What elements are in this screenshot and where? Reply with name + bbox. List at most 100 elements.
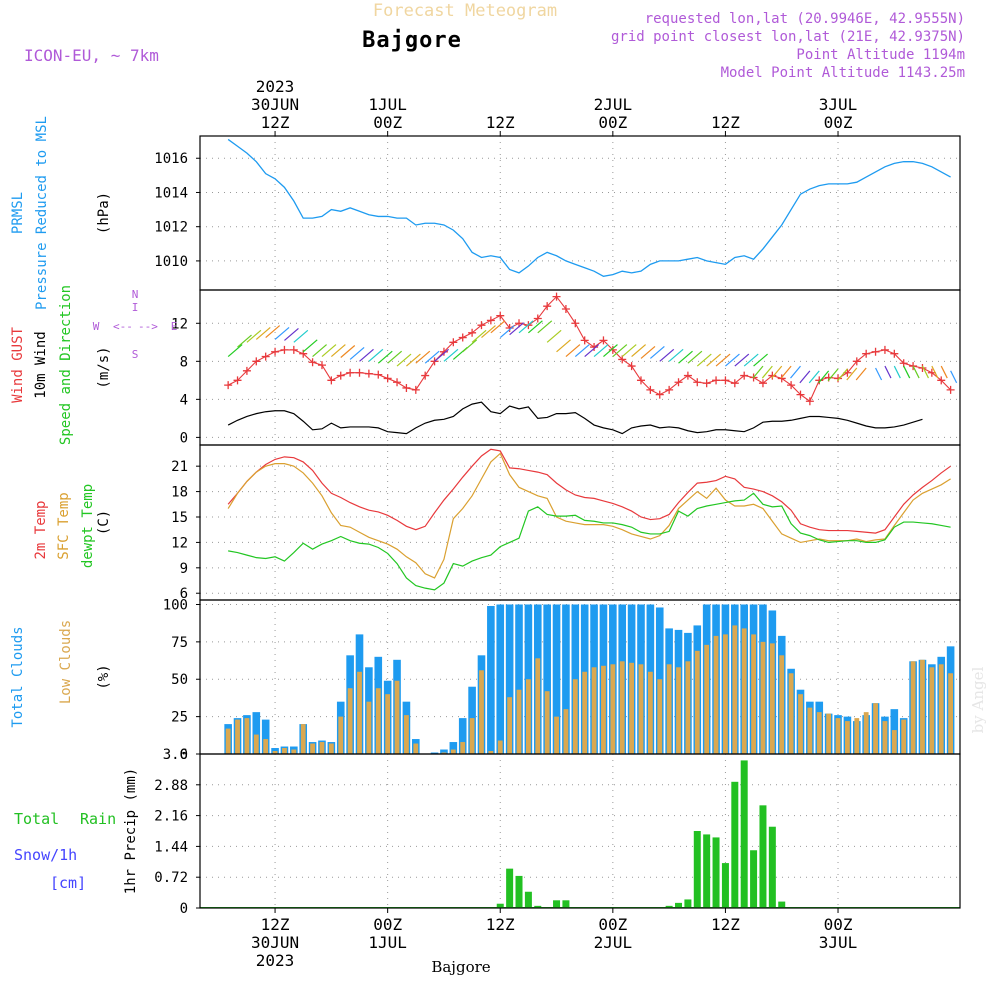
pressure-line: [227, 138, 951, 277]
gust-marker: [458, 333, 467, 342]
wind-arrow: [950, 370, 958, 384]
wind-arrow: [462, 339, 478, 353]
gust-marker: [646, 385, 655, 394]
gust-marker: [937, 376, 946, 385]
ytick-label: 0.72: [154, 870, 188, 886]
rain-bar: [675, 902, 683, 908]
cloud-low-bar: [225, 728, 231, 754]
gust-marker: [271, 347, 280, 356]
cloud-low-bar: [704, 644, 710, 754]
bottom-time-label: 3JUL: [819, 933, 858, 952]
gust-marker: [543, 302, 552, 311]
top-time-label: 00Z: [598, 113, 627, 132]
cloud-low-bar: [835, 718, 841, 754]
cloud-low-bar: [891, 730, 897, 754]
gust-marker: [449, 338, 458, 347]
wind-arrow: [780, 365, 792, 379]
gust-marker: [317, 361, 326, 370]
cloud-low-bar: [863, 712, 869, 754]
wind-arrow: [678, 350, 693, 364]
ytick-label: 0: [180, 430, 188, 446]
rain-bar: [684, 899, 692, 908]
gust-marker: [758, 379, 767, 388]
gust-marker: [608, 345, 617, 354]
wind-arrow: [715, 353, 731, 367]
wind-arrow: [875, 367, 883, 381]
wind-arrow: [855, 367, 867, 381]
temp-title-1: 2m Temp: [33, 500, 49, 559]
wind-arrow: [593, 344, 609, 358]
precip-title-snow: Snow/1h: [14, 846, 77, 864]
wind-arrow: [537, 320, 553, 334]
cloud-low-bar: [516, 689, 522, 754]
panel-pressure: 1010 1012 1014 1016 (hPa) PRMSL Pressure Reduc…: [10, 116, 961, 310]
wind-arrow: [565, 344, 581, 358]
cloud-low-bar: [310, 743, 315, 754]
cloud-low-bar: [948, 673, 954, 754]
top-time-label: 1JUL: [368, 95, 407, 114]
gust-marker: [383, 374, 392, 383]
wind-arrow: [884, 365, 892, 379]
gust-marker: [393, 378, 402, 387]
cloud-low-bar: [347, 688, 353, 754]
cloud-low-bar: [713, 635, 719, 754]
cloud-low-bar: [366, 701, 372, 754]
wind-arrow: [396, 353, 412, 367]
cloud-low-bar: [657, 679, 663, 754]
wind-arrow: [743, 353, 759, 367]
ylabel-precip: 1hr Precip (mm): [123, 768, 139, 894]
wind-arrow: [659, 348, 675, 362]
top-time-label: 3JUL: [819, 95, 858, 114]
gust-marker: [599, 336, 608, 345]
wind-arrow: [640, 346, 656, 359]
wind-arrow: [940, 365, 948, 379]
gust-marker: [740, 371, 749, 380]
top-time-label: 00Z: [824, 113, 853, 132]
gust-marker: [665, 385, 674, 394]
ytick-label: 12: [171, 535, 188, 551]
cloud-total-bar: [524, 604, 533, 754]
top-time-label: 2JUL: [594, 95, 633, 114]
gust-marker: [402, 383, 411, 392]
cloud-low-bar: [938, 664, 944, 754]
cloud-low-bar: [235, 719, 240, 754]
gust-marker: [421, 371, 430, 380]
wind-arrow: [490, 320, 506, 334]
wind-arrow: [649, 346, 665, 359]
ytick-label: 8: [180, 354, 188, 370]
ylabel-pressure: (hPa): [96, 192, 112, 234]
gust-marker: [552, 292, 561, 301]
gust-marker: [336, 371, 345, 380]
panel-temperature: 6 9 12 15 18 21 (C) 2m Temp SFC Temp dewpt Temp: [33, 444, 961, 602]
cloud-low-bar: [676, 667, 681, 754]
gust-marker: [411, 385, 420, 394]
gust-marker: [346, 368, 355, 377]
compass-left: <--: [113, 320, 133, 333]
gust-marker: [233, 376, 242, 385]
gust-marker: [918, 363, 927, 372]
cloud-low-bar: [300, 724, 306, 754]
clouds-title-2: Low Clouds: [58, 620, 74, 704]
ytick-label: 1014: [154, 185, 188, 201]
gust-marker: [796, 390, 805, 399]
precip-title-unit: [cm]: [50, 874, 86, 892]
cloud-total-bar: [252, 712, 261, 754]
wind-arrow: [406, 353, 421, 367]
temp-title-2: SFC Temp: [56, 492, 72, 559]
gust-marker: [618, 355, 627, 364]
wind-arrow: [227, 344, 243, 358]
ytick-label: 100: [163, 597, 188, 613]
cloud-low-bar: [441, 752, 447, 754]
cloud-low-bar: [732, 625, 738, 754]
ytick-label: 15: [171, 510, 188, 526]
cloud-low-bar: [629, 662, 635, 754]
location-title: Bajgore: [362, 28, 462, 53]
cloud-low-bar: [554, 716, 559, 754]
wind-arrow: [237, 334, 252, 348]
gust-marker: [477, 321, 486, 330]
gust-marker: [289, 345, 298, 354]
gust-marker: [702, 379, 711, 388]
cloud-low-bar: [741, 628, 747, 754]
gridpoint-coords: grid point closest lon,lat (21E, 42.9375…: [611, 29, 965, 45]
